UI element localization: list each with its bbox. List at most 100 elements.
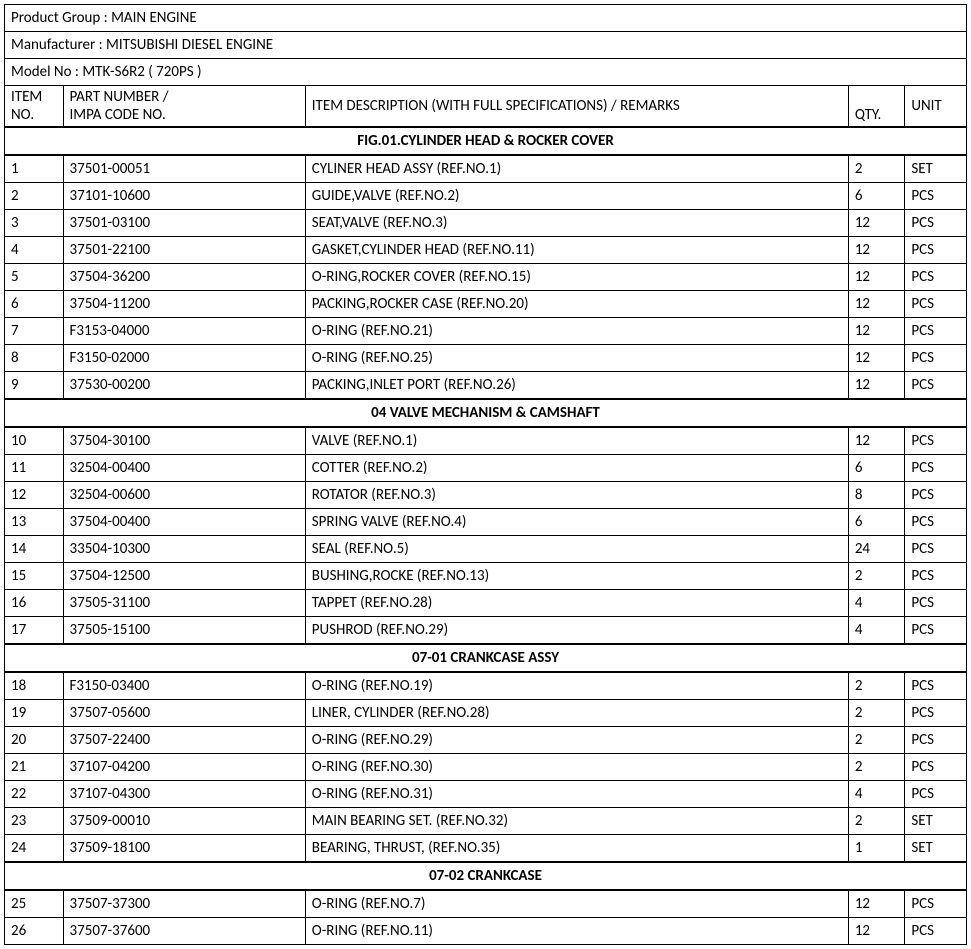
cell-item-no: 26: [5, 918, 64, 945]
cell-unit: PCS: [905, 291, 967, 318]
cell-unit: PCS: [905, 700, 967, 727]
table-row: 1132504-00400COTTER (REF.NO.2)6PCS: [5, 455, 967, 482]
cell-item-no: 1: [5, 155, 64, 183]
cell-item-no: 20: [5, 727, 64, 754]
model-no-value: MTK-S6R2 ( 720PS ): [82, 63, 201, 81]
product-group-row: Product Group : MAIN ENGINE: [5, 5, 967, 32]
table-row: 537504-36200O-RING,ROCKER COVER (REF.NO.…: [5, 264, 967, 291]
cell-part-no: 37509-18100: [63, 835, 305, 863]
cell-desc: PUSHROD (REF.NO.29): [305, 617, 848, 645]
table-row: 1337504-00400SPRING VALVE (REF.NO.4)6PCS: [5, 509, 967, 536]
cell-desc: SEAT,VALVE (REF.NO.3): [305, 210, 848, 237]
cell-unit: PCS: [905, 754, 967, 781]
cell-part-no: 37504-11200: [63, 291, 305, 318]
table-row: 8F3150-02000O-RING (REF.NO.25)12PCS: [5, 345, 967, 372]
cell-part-no: F3150-02000: [63, 345, 305, 372]
cell-qty: 2: [848, 155, 905, 183]
col-head-unit: UNIT: [905, 86, 967, 128]
col-head-part-no: PART NUMBER /IMPA CODE NO.: [63, 86, 305, 128]
cell-unit: PCS: [905, 536, 967, 563]
cell-part-no: 37101-10600: [63, 183, 305, 210]
cell-desc: O-RING (REF.NO.30): [305, 754, 848, 781]
cell-unit: PCS: [905, 210, 967, 237]
col-head-item-no: ITEMNO.: [5, 86, 64, 128]
cell-item-no: 14: [5, 536, 64, 563]
table-row: 2537507-37300O-RING (REF.NO.7)12PCS: [5, 890, 967, 918]
cell-unit: SET: [905, 808, 967, 835]
cell-part-no: 32504-00400: [63, 455, 305, 482]
section-title: 07-01 CRANKCASE ASSY: [5, 644, 967, 672]
cell-qty: 8: [848, 482, 905, 509]
cell-part-no: 37107-04300: [63, 781, 305, 808]
parts-table: Product Group : MAIN ENGINEManufacturer …: [4, 4, 967, 945]
cell-item-no: 21: [5, 754, 64, 781]
cell-desc: O-RING (REF.NO.7): [305, 890, 848, 918]
cell-item-no: 4: [5, 237, 64, 264]
cell-desc: LINER, CYLINDER (REF.NO.28): [305, 700, 848, 727]
section-title: FIG.01.CYLINDER HEAD & ROCKER COVER: [5, 127, 967, 155]
cell-item-no: 23: [5, 808, 64, 835]
cell-qty: 2: [848, 727, 905, 754]
cell-item-no: 9: [5, 372, 64, 400]
table-row: 1637505-31100TAPPET (REF.NO.28)4PCS: [5, 590, 967, 617]
cell-item-no: 15: [5, 563, 64, 590]
cell-unit: PCS: [905, 781, 967, 808]
table-row: 237101-10600GUIDE,VALVE (REF.NO.2)6PCS: [5, 183, 967, 210]
col-head-qty: QTY.: [848, 86, 905, 128]
table-row: 2637507-37600O-RING (REF.NO.11)12PCS: [5, 918, 967, 945]
cell-qty: 12: [848, 210, 905, 237]
cell-qty: 1: [848, 835, 905, 863]
cell-qty: 4: [848, 617, 905, 645]
table-row: 7F3153-04000O-RING (REF.NO.21)12PCS: [5, 318, 967, 345]
cell-unit: SET: [905, 155, 967, 183]
cell-desc: MAIN BEARING SET. (REF.NO.32): [305, 808, 848, 835]
table-row: 1737505-15100PUSHROD (REF.NO.29)4PCS: [5, 617, 967, 645]
cell-part-no: 33504-10300: [63, 536, 305, 563]
cell-unit: PCS: [905, 372, 967, 400]
cell-part-no: 37504-00400: [63, 509, 305, 536]
cell-desc: O-RING,ROCKER COVER (REF.NO.15): [305, 264, 848, 291]
product-group-value: MAIN ENGINE: [111, 9, 197, 27]
cell-desc: O-RING (REF.NO.21): [305, 318, 848, 345]
cell-unit: PCS: [905, 563, 967, 590]
table-row: 2237107-04300O-RING (REF.NO.31)4PCS: [5, 781, 967, 808]
cell-item-no: 6: [5, 291, 64, 318]
cell-part-no: F3150-03400: [63, 672, 305, 700]
cell-unit: PCS: [905, 890, 967, 918]
cell-unit: PCS: [905, 509, 967, 536]
cell-qty: 2: [848, 700, 905, 727]
cell-qty: 12: [848, 345, 905, 372]
table-row: 2337509-00010MAIN BEARING SET. (REF.NO.3…: [5, 808, 967, 835]
cell-item-no: 22: [5, 781, 64, 808]
cell-qty: 12: [848, 427, 905, 455]
cell-qty: 12: [848, 291, 905, 318]
cell-qty: 2: [848, 808, 905, 835]
cell-item-no: 17: [5, 617, 64, 645]
cell-item-no: 8: [5, 345, 64, 372]
cell-qty: 6: [848, 455, 905, 482]
col-head-item-no-l1: ITEM: [11, 88, 42, 106]
cell-unit: PCS: [905, 427, 967, 455]
table-row: 637504-11200PACKING,ROCKER CASE (REF.NO.…: [5, 291, 967, 318]
cell-desc: TAPPET (REF.NO.28): [305, 590, 848, 617]
cell-part-no: 37504-36200: [63, 264, 305, 291]
table-row: 18F3150-03400O-RING (REF.NO.19)2PCS: [5, 672, 967, 700]
cell-item-no: 7: [5, 318, 64, 345]
cell-qty: 12: [848, 890, 905, 918]
section-title: 04 VALVE MECHANISM & CAMSHAFT: [5, 399, 967, 427]
cell-desc: CYLINER HEAD ASSY (REF.NO.1): [305, 155, 848, 183]
cell-unit: PCS: [905, 264, 967, 291]
cell-desc: COTTER (REF.NO.2): [305, 455, 848, 482]
cell-desc: GUIDE,VALVE (REF.NO.2): [305, 183, 848, 210]
cell-unit: SET: [905, 835, 967, 863]
table-row: 337501-03100SEAT,VALVE (REF.NO.3)12PCS: [5, 210, 967, 237]
cell-qty: 2: [848, 754, 905, 781]
cell-desc: O-RING (REF.NO.19): [305, 672, 848, 700]
cell-unit: PCS: [905, 617, 967, 645]
table-row: 1937507-05600LINER, CYLINDER (REF.NO.28)…: [5, 700, 967, 727]
cell-desc: ROTATOR (REF.NO.3): [305, 482, 848, 509]
col-head-part-no-l1: PART NUMBER /: [70, 88, 169, 106]
col-head-item-no-l2: NO.: [11, 106, 34, 124]
table-row: 137501-00051CYLINER HEAD ASSY (REF.NO.1)…: [5, 155, 967, 183]
cell-qty: 6: [848, 183, 905, 210]
